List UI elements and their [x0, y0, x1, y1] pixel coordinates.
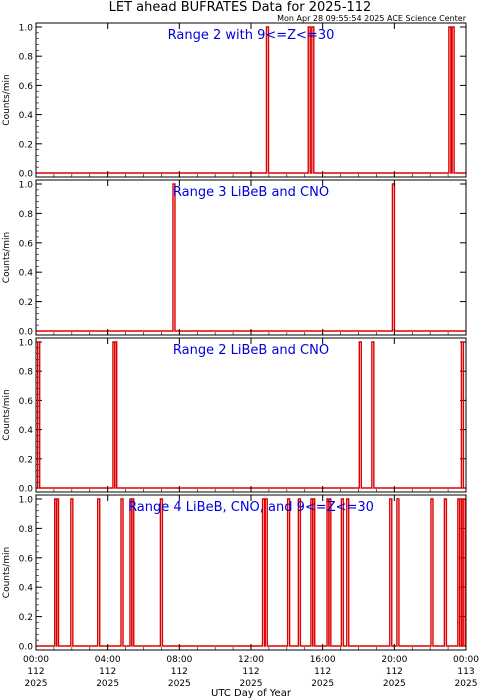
y-axis-label: Counts/min [2, 389, 12, 440]
generation-timestamp: Mon Apr 28 09:55:54 2025 ACE Science Cen… [277, 14, 467, 23]
y-tick-label: 0.2 [19, 298, 33, 308]
series-line [36, 183, 466, 332]
x-tick-label: 20:00 [381, 655, 407, 665]
x-tick-label: 2025 [25, 679, 48, 689]
y-tick-label: 0.0 [19, 170, 34, 180]
y-tick-label: 0.2 [19, 140, 33, 150]
series-line [36, 498, 466, 647]
x-tick-label: 00:00 [23, 655, 49, 665]
y-tick-label: 0.6 [19, 397, 34, 407]
x-tick-label: 08:00 [166, 655, 192, 665]
x-tick-label: 112 [99, 667, 116, 677]
y-tick-label: 1.0 [19, 339, 34, 349]
y-tick-label: 0.4 [19, 426, 34, 436]
y-tick-label: 0.4 [19, 584, 34, 594]
x-tick-label: 2025 [96, 679, 119, 689]
panel-1: 0.0 0.2 0.4 0.6 0.8 1.0 Counts/min Range 2 with… [2, 22, 467, 180]
x-tick-label: 2025 [168, 679, 191, 689]
panel-4: 0.0 0.2 0.4 0.6 0.8 1.0 Counts/min Range 4 LiBe… [2, 494, 467, 653]
y-tick-label: 0.2 [19, 613, 33, 623]
x-axis-label: UTC Day of Year [211, 688, 292, 699]
series-line [36, 26, 466, 174]
y-tick-label: 0.2 [19, 455, 33, 465]
y-tick-label: 0.6 [19, 239, 34, 249]
y-tick-label: 0.0 [19, 328, 34, 338]
y-tick-label: 0.4 [19, 269, 34, 279]
y-axis-label: Counts/min [2, 547, 12, 598]
panel-label: Range 2 with 9<=Z<=30 [168, 28, 335, 43]
x-tick-label: 112 [242, 667, 259, 677]
x-axis: 00:00 112 2025 04:00 112 2025 08:00 112 2025 12:0… [23, 655, 479, 689]
x-tick-label: 112 [27, 667, 44, 677]
y-axis-label: Counts/min [2, 74, 12, 125]
panel-2: 0.0 0.2 0.4 0.6 0.8 1.0 Counts/min Range 3 LiBe… [2, 179, 467, 338]
y-tick-label: 0.8 [19, 368, 34, 378]
y-tick-label: 0.4 [19, 111, 34, 121]
chart-title: LET ahead BUFRATES Data for 2025-112 [109, 0, 372, 15]
y-tick-label: 0.0 [19, 643, 34, 653]
x-tick-label: 112 [171, 667, 188, 677]
panel-frame [35, 337, 467, 493]
panels-group: 0.0 0.2 0.4 0.6 0.8 1.0 Counts/min Range 2 with… [2, 22, 467, 653]
x-tick-label: 2025 [311, 679, 334, 689]
panel-label: Range 3 LiBeB and CNO [173, 185, 329, 200]
panel-frame [35, 179, 467, 336]
y-tick-label: 0.8 [19, 210, 34, 220]
panel-frame [35, 22, 467, 178]
x-tick-label: 113 [457, 667, 474, 677]
panel-3: 0.0 0.2 0.4 0.6 0.8 1.0 Counts/min Range 2 LiBe… [2, 337, 467, 495]
panel-frame [35, 494, 467, 651]
y-tick-label: 1.0 [19, 181, 34, 191]
x-tick-label: 112 [314, 667, 331, 677]
x-tick-label: 2025 [383, 679, 406, 689]
x-tick-label: 04:00 [95, 655, 121, 665]
x-tick-label: 12:00 [238, 655, 264, 665]
y-tick-label: 1.0 [19, 496, 34, 506]
x-tick-label: 2025 [240, 679, 263, 689]
panel-label: Range 4 LiBeB, CNO, and 9<=Z<=30 [128, 500, 374, 515]
y-tick-label: 0.8 [19, 525, 34, 535]
series-line [36, 341, 466, 489]
y-tick-label: 0.0 [19, 485, 34, 495]
x-tick-label: 16:00 [310, 655, 336, 665]
y-tick-label: 0.8 [19, 53, 34, 63]
y-tick-label: 0.6 [19, 554, 34, 564]
x-tick-label: 00:00 [453, 655, 479, 665]
y-tick-label: 0.6 [19, 82, 34, 92]
y-tick-label: 1.0 [19, 24, 34, 34]
panel-label: Range 2 LiBeB and CNO [173, 343, 329, 358]
x-tick-label: 112 [386, 667, 403, 677]
x-tick-label: 2025 [455, 679, 478, 689]
y-axis-label: Counts/min [2, 232, 12, 283]
